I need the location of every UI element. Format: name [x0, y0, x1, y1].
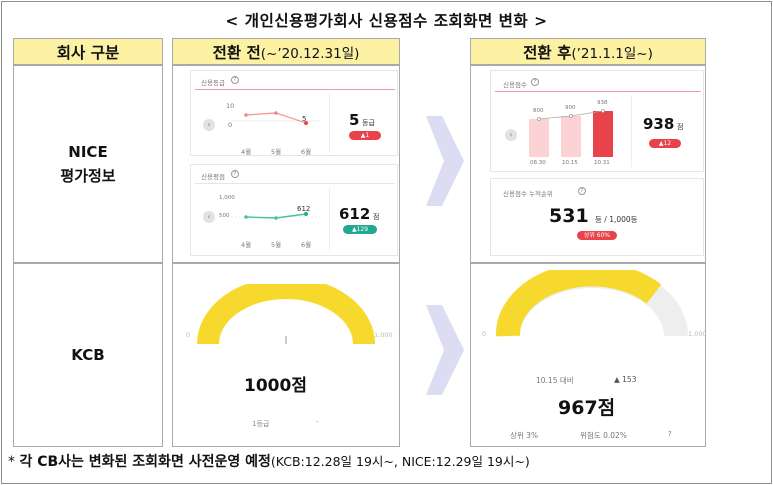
header-company: 회사 구분 [13, 38, 163, 65]
help-icon[interactable]: ? [531, 78, 539, 86]
rank-suffix: 등 / 1,000등 [595, 215, 638, 224]
kcb-after-change: ▲ 153 [614, 375, 637, 384]
grade-value: 5 [349, 111, 360, 129]
kcb-after-compare: 10.15 대비 [536, 376, 574, 385]
row-label-nice: NICE 평가정보 [13, 65, 163, 263]
nice-before-score-panel: 신용평점 ? ‹ 1,000 500 612 4월 5월 6월 612 점 ▲1… [190, 164, 398, 256]
kcb-before-score: 1000점 [244, 376, 307, 396]
score-change-badge: ▲129 [343, 225, 377, 234]
panel-separator [329, 187, 330, 251]
grade-y-top: 10 [226, 102, 235, 110]
after-score-bar-chart [529, 109, 613, 157]
bar-label-2: 900 [565, 105, 576, 111]
score-y-top: 1,000 [219, 195, 235, 201]
kcb-after-top-percent: 상위 3% [510, 431, 539, 440]
chevron-left-icon[interactable]: ‹ [505, 129, 517, 141]
kcb-before-max: 1,000 [374, 331, 393, 339]
kcb-before-grade: 1등급 [252, 420, 270, 428]
bar-date-3: 10.31 [594, 160, 610, 166]
grade-panel-label: 신용등급 [201, 79, 225, 87]
kcb-before-gauge [197, 284, 375, 345]
score-panel-label: 신용평점 [201, 173, 225, 181]
bar-label-3: 938 [597, 100, 608, 106]
kcb-after-gauge [495, 270, 688, 337]
rank-badge: 상위 60% [577, 231, 617, 240]
after-score-label: 신용점수 [503, 81, 527, 89]
header-before: 전환 전 (~’20.12.31일) [172, 38, 400, 65]
panel-divider [195, 89, 395, 90]
cell-nice-before [172, 65, 400, 263]
panel-separator [631, 95, 632, 167]
score-month-3: 6월 [301, 241, 312, 249]
header-before-label: 전환 전 [212, 43, 261, 62]
bar-date-1: 08.30 [530, 160, 546, 166]
grade-month-1: 4월 [241, 148, 252, 156]
footer-main: 각 CB사는 변화된 조회화면 사전운영 예정 [19, 454, 271, 470]
help-icon[interactable]: ? [231, 76, 239, 84]
panel-divider [495, 91, 701, 92]
after-score-value: 938 [643, 115, 675, 133]
kcb-after-min: 0 [482, 330, 487, 338]
help-icon[interactable]: ? [578, 187, 586, 195]
nice-before-grade-panel: 신용등급 ? ‹ 10 0 5 4월 5월 6월 5 등급 ▲1 [190, 70, 398, 156]
header-after-label: 전환 후 [523, 43, 572, 62]
grade-change-badge: ▲1 [349, 131, 381, 140]
rank-value: 531 [549, 205, 589, 227]
row-label-nice-line2: 평가정보 [60, 167, 116, 185]
bar-date-2: 10.15 [562, 160, 578, 166]
row-label-kcb-text: KCB [71, 346, 105, 364]
kcb-after-max: 1,000 [688, 330, 707, 338]
after-score-unit: 점 [677, 123, 684, 131]
footer-detail: (KCB:12.28일 19시~, NICE:12.29일 19시~) [270, 454, 530, 469]
score-line-chart [231, 212, 321, 220]
rank-label: 신용점수 누적순위 [503, 190, 553, 198]
panel-separator [329, 93, 330, 153]
grade-month-3: 6월 [301, 148, 312, 156]
grade-line-chart [231, 111, 321, 125]
score-y-mid: 500 [219, 213, 230, 219]
bar-label-1: 800 [533, 108, 544, 114]
grade-unit: 등급 [362, 119, 375, 127]
transition-arrow-icon [426, 116, 464, 206]
grade-month-2: 5월 [271, 148, 282, 156]
help-icon[interactable]: ? [668, 430, 672, 438]
nice-after-score-panel: 신용점수 ? ‹ 800 900 938 08.30 10.15 10.31 9… [490, 70, 704, 172]
panel-divider [195, 183, 395, 184]
score-point-label: 612 [297, 205, 311, 213]
kcb-after-score: 967점 [558, 397, 616, 419]
score-unit: 점 [373, 213, 380, 221]
cell-kcb-after [470, 263, 706, 447]
header-after: 전환 후 (’21.1.1일~) [470, 38, 706, 65]
kcb-before-dash: - [316, 418, 319, 426]
kcb-after-risk: 위험도 0.02% [580, 431, 627, 440]
row-label-nice-line1: NICE [68, 143, 108, 161]
grade-point-label: 5 [302, 115, 307, 123]
header-after-period: (’21.1.1일~) [571, 45, 653, 62]
cell-kcb-before [172, 263, 400, 447]
cell-nice-after [470, 65, 706, 263]
score-month-2: 5월 [271, 241, 282, 249]
kcb-before-min: 0 [186, 331, 191, 339]
help-icon[interactable]: ? [231, 170, 239, 178]
header-company-label: 회사 구분 [56, 43, 120, 62]
grade-y-bottom: 0 [228, 121, 233, 129]
chevron-left-icon[interactable]: ‹ [203, 119, 215, 131]
page-title: < 개인신용평가회사 신용점수 조회화면 변화 > [225, 12, 548, 30]
score-value: 612 [339, 205, 371, 223]
footer-note: * 각 CB사는 변화된 조회화면 사전운영 예정(KCB:12.28일 19시… [8, 451, 530, 471]
nice-after-rank-panel: 신용점수 누적순위 ? 531 등 / 1,000등 상위 60% [490, 178, 704, 256]
header-before-period: (~’20.12.31일) [260, 45, 360, 62]
after-score-change-badge: ▲12 [649, 139, 681, 148]
row-label-kcb: KCB [13, 263, 163, 447]
score-month-1: 4월 [241, 241, 252, 249]
chevron-left-icon[interactable]: ‹ [203, 211, 215, 223]
transition-arrow-icon [426, 305, 464, 395]
footer-asterisk: * [8, 454, 15, 470]
